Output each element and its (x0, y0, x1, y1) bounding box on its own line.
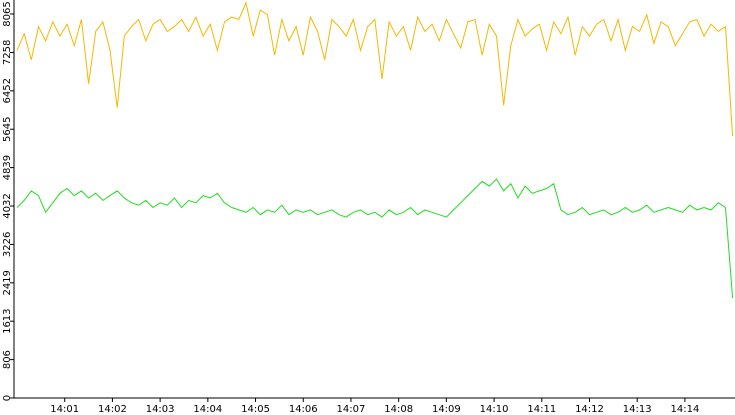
y-tick-label: 4839 (2, 155, 13, 180)
series-line (16, 178, 734, 299)
x-tick-label: 14:14 (670, 404, 699, 415)
x-tick-label: 14:07 (337, 404, 366, 415)
y-tick-label: 806 (2, 350, 13, 369)
y-tick-label: 1613 (2, 308, 13, 333)
y-tick-label: 0 (2, 395, 13, 401)
y-tick-label: 6452 (2, 78, 13, 103)
y-tick-label: 7258 (2, 40, 13, 65)
x-tick-label: 14:05 (241, 404, 270, 415)
x-tick-label: 14:12 (575, 404, 604, 415)
y-tick-label: 8065 (2, 1, 13, 26)
x-tick-label: 14:02 (98, 404, 127, 415)
x-tick-label: 14:11 (527, 404, 556, 415)
y-tick-label: 3226 (2, 232, 13, 257)
y-tick-label: 5645 (2, 116, 13, 141)
y-tick-label: 4032 (2, 193, 13, 218)
x-tick-label: 14:09 (432, 404, 461, 415)
x-tick-label: 14:01 (50, 404, 79, 415)
x-tick-label: 14:03 (146, 404, 175, 415)
x-tick-label: 14:04 (193, 404, 222, 415)
series-line (16, 1, 734, 137)
y-tick-label: 2419 (2, 270, 13, 295)
x-tick-label: 14:08 (384, 404, 413, 415)
x-tick-label: 14:06 (289, 404, 318, 415)
x-tick-label: 14:10 (480, 404, 509, 415)
x-tick-label: 14:13 (623, 404, 652, 415)
